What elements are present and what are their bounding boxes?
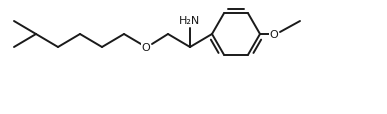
Text: O: O xyxy=(270,30,278,40)
Text: H₂N: H₂N xyxy=(180,16,200,26)
Text: O: O xyxy=(142,43,151,53)
